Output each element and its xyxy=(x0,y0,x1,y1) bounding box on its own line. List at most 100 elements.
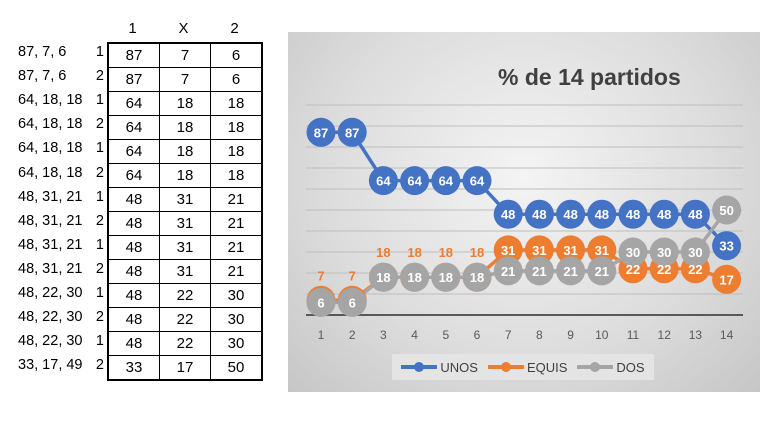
column-header[interactable]: X xyxy=(178,20,189,37)
table-cell[interactable]: 30 xyxy=(210,331,263,356)
row-index-cell[interactable]: 2 xyxy=(95,164,104,181)
table-cell[interactable]: 22 xyxy=(159,331,211,356)
data-point-equis[interactable] xyxy=(524,235,554,265)
data-point-dos[interactable] xyxy=(556,256,586,286)
table-cell[interactable]: 7 xyxy=(159,67,211,92)
row-label-cell[interactable]: 33, 17, 49 xyxy=(18,357,83,374)
row-index-cell[interactable]: 2 xyxy=(95,260,104,277)
table-cell[interactable]: 48 xyxy=(107,331,160,356)
table-cell[interactable]: 18 xyxy=(210,115,263,140)
table-cell[interactable]: 48 xyxy=(107,307,160,332)
row-label-cell[interactable]: 64, 18, 18 xyxy=(18,164,83,181)
data-point-dos[interactable] xyxy=(493,256,523,286)
legend-item-equis[interactable]: EQUIS xyxy=(487,360,567,375)
column-header[interactable]: 2 xyxy=(230,20,239,37)
row-index-cell[interactable]: 2 xyxy=(95,357,104,374)
data-point-dos[interactable] xyxy=(649,237,679,267)
table-cell[interactable]: 50 xyxy=(210,355,263,381)
data-point-unos[interactable] xyxy=(556,199,586,229)
table-cell[interactable]: 31 xyxy=(159,235,211,260)
row-index-cell[interactable]: 2 xyxy=(95,309,104,326)
table-cell[interactable]: 31 xyxy=(159,187,211,212)
table-cell[interactable]: 31 xyxy=(159,259,211,284)
data-point-unos[interactable] xyxy=(649,199,679,229)
table-cell[interactable]: 64 xyxy=(107,139,160,164)
data-point-dos[interactable] xyxy=(524,256,554,286)
data-point-unos[interactable] xyxy=(306,117,336,147)
table-cell[interactable]: 21 xyxy=(210,211,263,236)
table-cell[interactable]: 6 xyxy=(210,67,263,92)
table-cell[interactable]: 6 xyxy=(210,42,263,68)
row-label-cell[interactable]: 64, 18, 18 xyxy=(18,92,83,109)
row-label-cell[interactable]: 48, 22, 30 xyxy=(18,333,83,350)
row-index-cell[interactable]: 1 xyxy=(95,140,104,157)
data-point-dos[interactable] xyxy=(400,262,430,292)
table-cell[interactable]: 17 xyxy=(159,355,211,381)
data-point-unos[interactable] xyxy=(712,231,742,261)
data-point-dos[interactable] xyxy=(431,262,461,292)
table-cell[interactable]: 64 xyxy=(107,115,160,140)
table-cell[interactable]: 22 xyxy=(159,283,211,308)
table-cell[interactable]: 18 xyxy=(159,163,211,188)
data-point-dos[interactable] xyxy=(587,256,617,286)
table-cell[interactable]: 48 xyxy=(107,187,160,212)
table-cell[interactable]: 30 xyxy=(210,307,263,332)
table-cell[interactable]: 18 xyxy=(210,91,263,116)
data-point-unos[interactable] xyxy=(400,166,430,196)
data-point-dos[interactable] xyxy=(337,287,367,317)
data-point-dos[interactable] xyxy=(462,262,492,292)
row-index-cell[interactable]: 2 xyxy=(95,68,104,85)
table-cell[interactable]: 33 xyxy=(107,355,160,381)
data-point-equis[interactable] xyxy=(712,264,742,294)
data-point-unos[interactable] xyxy=(493,199,523,229)
data-point-dos[interactable] xyxy=(680,237,710,267)
row-label-cell[interactable]: 48, 31, 21 xyxy=(18,188,83,205)
table-cell[interactable]: 21 xyxy=(210,235,263,260)
table-cell[interactable]: 48 xyxy=(107,259,160,284)
row-index-cell[interactable]: 2 xyxy=(95,212,104,229)
row-index-cell[interactable]: 1 xyxy=(95,285,104,301)
row-label-cell[interactable]: 48, 22, 30 xyxy=(18,309,83,326)
table-cell[interactable]: 18 xyxy=(210,139,263,164)
column-header[interactable]: 1 xyxy=(128,20,137,37)
table-cell[interactable]: 48 xyxy=(107,235,160,260)
table-cell[interactable]: 18 xyxy=(159,139,211,164)
data-point-dos[interactable] xyxy=(618,237,648,267)
data-point-unos[interactable] xyxy=(524,199,554,229)
row-label-cell[interactable]: 64, 18, 18 xyxy=(18,140,83,157)
table-cell[interactable]: 18 xyxy=(159,91,211,116)
table-cell[interactable]: 30 xyxy=(210,283,263,308)
table-cell[interactable]: 48 xyxy=(107,211,160,236)
row-index-cell[interactable]: 1 xyxy=(95,92,104,109)
data-point-unos[interactable] xyxy=(680,199,710,229)
row-index-cell[interactable]: 1 xyxy=(95,188,104,205)
data-point-dos[interactable] xyxy=(368,262,398,292)
data-point-dos[interactable] xyxy=(306,287,336,317)
legend-item-dos[interactable]: DOS xyxy=(577,360,645,375)
data-point-dos[interactable] xyxy=(712,195,742,225)
table-cell[interactable]: 18 xyxy=(159,115,211,140)
table-cell[interactable]: 21 xyxy=(210,259,263,284)
data-point-unos[interactable] xyxy=(587,199,617,229)
table-cell[interactable]: 64 xyxy=(107,163,160,188)
table-cell[interactable]: 7 xyxy=(159,42,211,68)
table-cell[interactable]: 22 xyxy=(159,307,211,332)
table-cell[interactable]: 64 xyxy=(107,91,160,116)
data-point-unos[interactable] xyxy=(431,166,461,196)
data-point-unos[interactable] xyxy=(368,166,398,196)
table-cell[interactable]: 21 xyxy=(210,187,263,212)
row-label-cell[interactable]: 48, 22, 30 xyxy=(18,285,83,301)
table-cell[interactable]: 48 xyxy=(107,283,160,308)
row-label-cell[interactable]: 48, 31, 21 xyxy=(18,260,83,277)
row-index-cell[interactable]: 2 xyxy=(95,116,104,133)
row-label-cell[interactable]: 87, 7, 6 xyxy=(18,44,67,60)
row-label-cell[interactable]: 48, 31, 21 xyxy=(18,212,83,229)
data-point-equis[interactable] xyxy=(587,235,617,265)
legend-item-unos[interactable]: UNOS xyxy=(401,360,478,375)
row-index-cell[interactable]: 1 xyxy=(95,333,104,350)
data-point-unos[interactable] xyxy=(462,166,492,196)
row-index-cell[interactable]: 1 xyxy=(95,236,104,253)
data-point-equis[interactable] xyxy=(493,235,523,265)
data-point-unos[interactable] xyxy=(618,199,648,229)
row-index-cell[interactable]: 1 xyxy=(95,44,104,60)
